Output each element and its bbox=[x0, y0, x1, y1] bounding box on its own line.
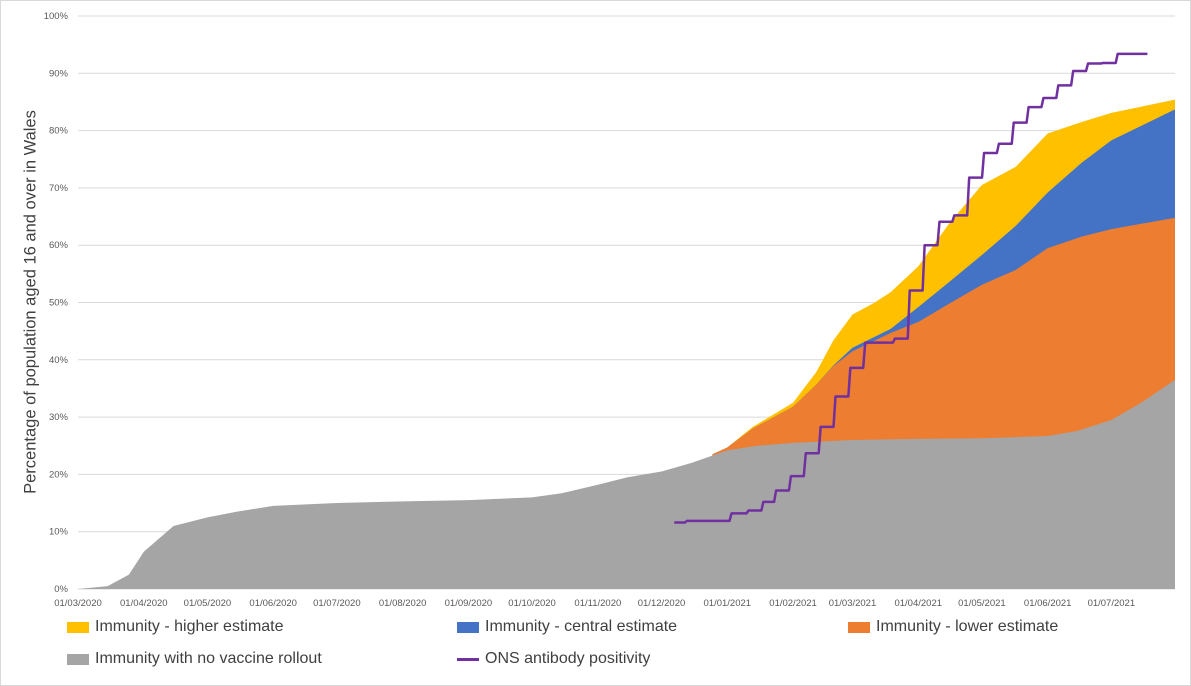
legend-line-ons bbox=[457, 657, 479, 661]
y-tick-label: 10% bbox=[49, 527, 69, 538]
legend-label: Immunity - lower estimate bbox=[876, 618, 1059, 635]
y-tick-label: 60% bbox=[49, 240, 69, 251]
y-tick-label: 70% bbox=[49, 183, 69, 194]
x-tick-label: 01/10/2020 bbox=[508, 598, 556, 609]
y-tick-label: 50% bbox=[49, 298, 69, 309]
legend-item-ons-antibody: ONS antibody positivity bbox=[457, 650, 650, 668]
y-tick-label: 20% bbox=[49, 469, 69, 480]
x-tick-label: 01/05/2020 bbox=[184, 598, 232, 609]
legend-swatch-lower bbox=[848, 621, 870, 633]
area-immunity-with-no-vaccine-rollout bbox=[78, 379, 1175, 589]
x-tick-label: 01/09/2020 bbox=[445, 598, 493, 609]
legend-label: Immunity with no vaccine rollout bbox=[95, 650, 322, 667]
x-tick-label: 01/03/2020 bbox=[54, 598, 102, 609]
y-tick-label: 100% bbox=[44, 11, 69, 22]
legend-item-higher-estimate: Immunity - higher estimate bbox=[67, 618, 284, 636]
legend-swatch-no-vaccine bbox=[67, 653, 89, 665]
x-tick-label: 01/01/2021 bbox=[704, 598, 752, 609]
legend-item-lower-estimate: Immunity - lower estimate bbox=[848, 618, 1058, 636]
legend-item-no-vaccine: Immunity with no vaccine rollout bbox=[67, 650, 322, 668]
y-tick-label: 90% bbox=[49, 68, 69, 79]
x-tick-label: 01/07/2020 bbox=[313, 598, 361, 609]
y-tick-label: 0% bbox=[54, 584, 68, 595]
legend-swatch-higher bbox=[67, 621, 89, 633]
x-tick-label: 01/12/2020 bbox=[638, 598, 686, 609]
x-tick-label: 01/06/2020 bbox=[249, 598, 297, 609]
y-tick-label: 40% bbox=[49, 355, 69, 366]
y-tick-label: 30% bbox=[49, 412, 69, 423]
x-tick-label: 01/03/2021 bbox=[829, 598, 877, 609]
legend-swatch-central bbox=[457, 621, 479, 633]
x-tick-label: 01/05/2021 bbox=[958, 598, 1006, 609]
x-tick-label: 01/11/2020 bbox=[574, 598, 621, 609]
x-tick-label: 01/07/2021 bbox=[1088, 598, 1136, 609]
legend-item-central-estimate: Immunity - central estimate bbox=[457, 618, 677, 636]
y-axis-title: Percentage of population aged 16 and ove… bbox=[21, 110, 40, 494]
legend-label: Immunity - central estimate bbox=[485, 618, 678, 635]
x-tick-label: 01/02/2021 bbox=[769, 598, 817, 609]
line-ons-antibody-positivity bbox=[674, 52, 1148, 524]
y-tick-label: 80% bbox=[49, 126, 69, 137]
x-tick-label: 01/04/2020 bbox=[120, 598, 168, 609]
x-tick-label: 01/08/2020 bbox=[379, 598, 427, 609]
x-tick-label: 01/04/2021 bbox=[894, 598, 942, 609]
legend-label: Immunity - higher estimate bbox=[95, 618, 284, 635]
legend-label: ONS antibody positivity bbox=[485, 650, 651, 667]
x-tick-label: 01/06/2021 bbox=[1024, 598, 1072, 609]
